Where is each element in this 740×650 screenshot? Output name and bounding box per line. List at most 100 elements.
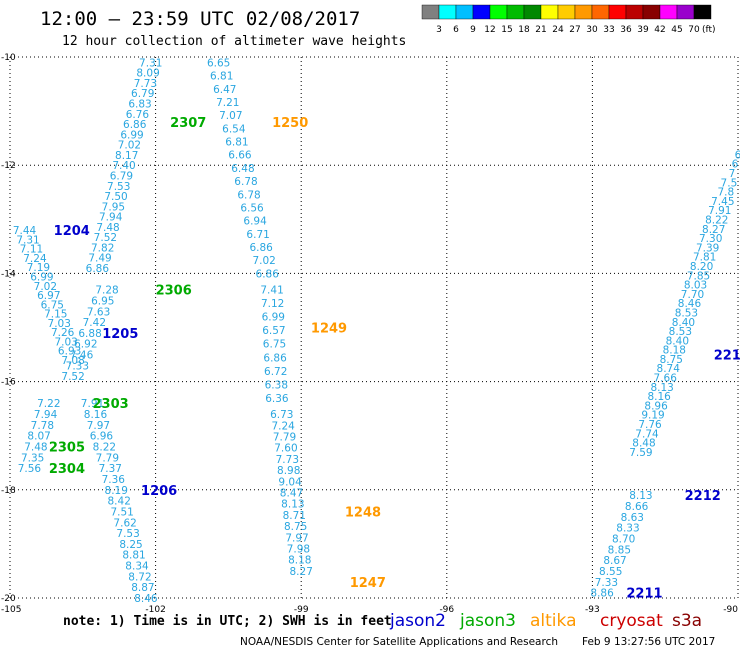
color-swatch: [625, 4, 644, 20]
lat-lon-grid: [9, 56, 739, 599]
wave-height-label: 8.71: [283, 510, 306, 522]
wave-height-label: 7.53: [107, 181, 130, 193]
color-swatch: [574, 4, 593, 20]
wave-height-label: 6.92: [74, 339, 97, 351]
color-scale-label: 21: [535, 25, 546, 35]
wave-height-label: 7.91: [81, 398, 104, 410]
color-swatch: [472, 4, 491, 20]
satellite-legend-jason2: jason2: [389, 611, 446, 631]
wave-height-label: 8.13: [281, 499, 304, 511]
wave-height-label: 7.03: [54, 336, 77, 348]
wave-height-label: 8.18: [288, 555, 311, 567]
wave-height-label: 7.98: [287, 544, 310, 556]
wave-height-label: 6: [735, 149, 740, 161]
pass-time-label: 1206: [141, 484, 177, 499]
color-swatch: [676, 4, 695, 20]
wave-height-label: 8.22: [93, 442, 116, 454]
pass-time-label: 2304: [49, 462, 85, 477]
wave-height-label: 7.94: [34, 409, 58, 421]
wave-height-label: 7.52: [94, 232, 117, 244]
wave-height-label: 7.97: [87, 420, 110, 432]
wave-height-label: 8.27: [290, 566, 313, 578]
wave-height-label: 8.33: [616, 523, 639, 535]
wave-height-label: 7.46: [70, 350, 94, 362]
wave-height-label: 6.79: [110, 170, 133, 182]
wave-height-label: 8.75: [284, 521, 307, 533]
wave-height-label: 6.81: [210, 71, 233, 83]
satellite-legend: jason2 jason3 altika cryosat s3a: [389, 611, 702, 631]
wave-height-label: 7.15: [44, 309, 67, 321]
pass-time-label: 1250: [272, 116, 308, 131]
axis-ticks: -10 -12 -14 -16 -18 -20-105 -102 -99 -96 -93 -90: [1, 53, 738, 615]
wave-height-label: 6.81: [225, 137, 248, 149]
color-scale-label: 42: [654, 25, 665, 35]
wave-height-label: 7.73: [134, 78, 157, 90]
color-swatch: [438, 4, 457, 20]
wave-height-label: 6.86: [249, 242, 273, 254]
wave-height-label: 7.24: [23, 253, 47, 265]
color-swatch: [489, 4, 508, 20]
color-scale-label: 18: [518, 25, 530, 35]
wave-height-label: 7.12: [261, 298, 284, 310]
wave-height-label: 7.33: [66, 360, 89, 372]
wave-height-label: 8.20: [690, 261, 713, 273]
wave-height-label: 8.13: [629, 490, 652, 502]
wave-height-label: 6.48: [231, 163, 254, 175]
wave-height-label: 6.83: [128, 99, 151, 111]
wave-height-label: 7.52: [61, 371, 84, 383]
wave-height-label: 8.86: [590, 588, 614, 600]
wave-height-label: 6: [732, 159, 739, 171]
wave-height-label: 8.19: [105, 485, 128, 497]
wave-height-label: 8.27: [702, 224, 725, 236]
wave-height-label: 7.02: [118, 140, 141, 152]
wave-height-label: 6.78: [234, 176, 257, 188]
wave-height-label: 6.78: [237, 189, 260, 201]
wave-height-label: 7.56: [18, 463, 42, 475]
wave-height-label: 8.13: [650, 382, 673, 394]
wave-height-label: 9.19: [641, 410, 664, 422]
wave-height-label: 9.04: [278, 476, 302, 488]
wave-height-label: 6.36: [265, 393, 289, 405]
color-scale-label: 33: [603, 25, 614, 35]
wave-height-label: 8.96: [644, 400, 668, 412]
wave-height-label: 6.97: [37, 290, 60, 302]
pass-time-label: 1248: [345, 505, 381, 520]
pass-time-label: 2213: [714, 349, 740, 364]
color-scale-label: 9: [470, 25, 476, 35]
wave-height-label: 7.35: [21, 452, 44, 464]
wave-height-label: 7.24: [271, 420, 295, 432]
wave-height-label: 6.94: [243, 216, 267, 228]
wave-height-label: 7.26: [51, 327, 75, 339]
wave-height-label: 7.21: [216, 97, 239, 109]
wave-height-label: 6.72: [264, 366, 287, 378]
wave-height-label: 6.99: [262, 312, 285, 324]
wave-height-label: 6.86: [86, 263, 110, 275]
wave-height-label: 7.8: [718, 187, 735, 199]
wave-height-label: 6.66: [228, 150, 252, 162]
wave-height-label: 8.46: [134, 593, 158, 605]
wave-height-label: 7.59: [629, 447, 652, 459]
wave-height-label: 8.46: [678, 298, 702, 310]
pass-time-label: 1249: [311, 322, 347, 337]
wave-height-label: 8.16: [647, 391, 671, 403]
wave-height-label: 6.86: [256, 268, 280, 280]
wave-height-label: 6.86: [263, 352, 287, 364]
wave-height-label: 7.91: [708, 205, 731, 217]
wave-height-label: 8.74: [657, 363, 681, 375]
wave-height-label: 7.39: [696, 242, 719, 254]
wave-height-label: 6.99: [120, 129, 143, 141]
wave-height-label: 6.79: [131, 88, 154, 100]
color-swatch: [506, 4, 525, 20]
wave-height-label: 7.82: [91, 242, 114, 254]
wave-height-label: 7.97: [285, 532, 308, 544]
wave-height-label: 7.08: [61, 355, 84, 367]
color-scale-label: 30: [586, 25, 598, 35]
wave-height-label: 7.79: [273, 431, 296, 443]
latitude-tick-label: -12: [1, 161, 16, 171]
wave-height-label: 7.33: [595, 577, 618, 589]
wave-height-label: 6.56: [240, 202, 264, 214]
wave-height-label: 6.38: [265, 379, 288, 391]
wave-height-label: 8.85: [608, 544, 631, 556]
wave-height-label: 8.47: [280, 488, 303, 500]
wave-height-label: 7.28: [95, 285, 118, 297]
